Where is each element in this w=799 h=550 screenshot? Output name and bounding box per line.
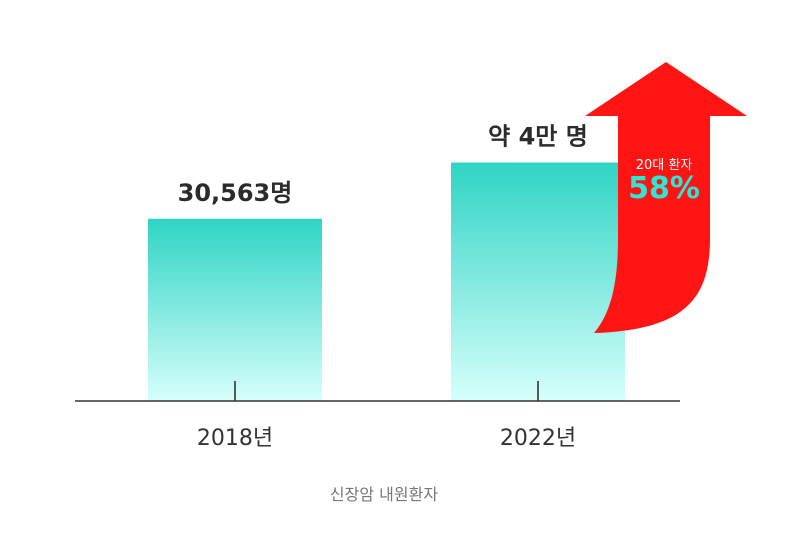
- category-label-2018: 2018년: [197, 426, 273, 451]
- bar-2022: [451, 162, 625, 401]
- annotation-value: 58%: [628, 171, 700, 206]
- bar-2018: [148, 218, 322, 401]
- growth-arrow-icon: [585, 62, 747, 333]
- annotation-subtitle: 20대 환자: [636, 158, 693, 173]
- category-label-2022: 2022년: [500, 426, 576, 451]
- value-label-2018: 30,563명: [178, 179, 293, 207]
- value-label-2022: 약 4만 명: [488, 123, 588, 151]
- x-axis-title: 신장암 내원환자: [330, 485, 438, 504]
